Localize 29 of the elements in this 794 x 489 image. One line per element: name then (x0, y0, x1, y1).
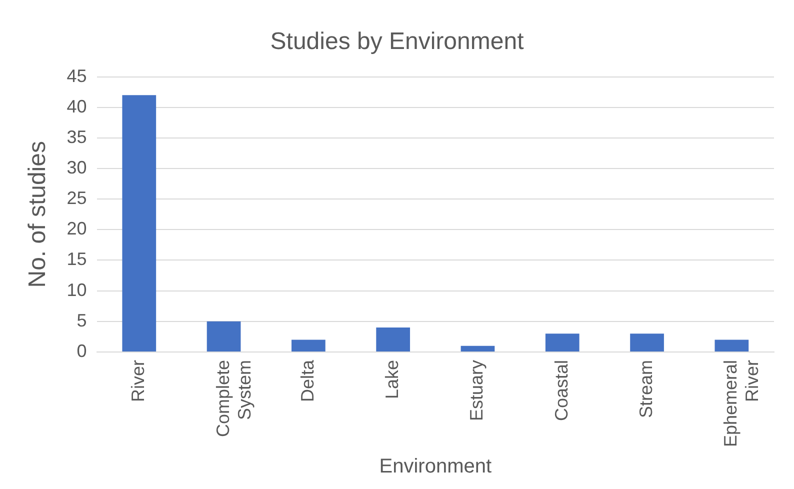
y-axis-title: No. of studies (24, 141, 52, 288)
x-tick-label: River (128, 360, 148, 402)
chart-title: Studies by Environment (270, 28, 524, 56)
y-tick-label: 20 (66, 218, 87, 239)
x-axis-title: Environment (379, 456, 492, 478)
y-tick-label: 45 (66, 66, 87, 86)
y-tick-label: 15 (66, 249, 87, 270)
y-tick-label: 35 (66, 126, 87, 147)
y-tick-label: 5 (76, 310, 87, 330)
bar (630, 334, 664, 352)
bar (206, 321, 241, 352)
y-tick-label: 0 (76, 340, 87, 361)
bar (376, 327, 410, 352)
x-tick-label: Stream (636, 360, 656, 418)
bar (292, 340, 326, 352)
x-tick-label: Estuary (466, 360, 487, 421)
bar (460, 346, 495, 352)
x-tick-label: Lake (382, 360, 402, 399)
bar (714, 340, 749, 352)
x-tick-label: Complete System (212, 360, 254, 437)
y-tick-label: 25 (66, 188, 87, 208)
y-tick-label: 30 (66, 157, 87, 178)
y-tick-label: 10 (66, 280, 87, 300)
x-tick-label: Coastal (551, 360, 572, 421)
y-tick-label: 40 (66, 96, 87, 116)
x-tick-label: Delta (297, 358, 318, 402)
bar (545, 334, 580, 352)
bar (122, 95, 156, 352)
x-tick-label: Ephemeral River (720, 360, 762, 447)
